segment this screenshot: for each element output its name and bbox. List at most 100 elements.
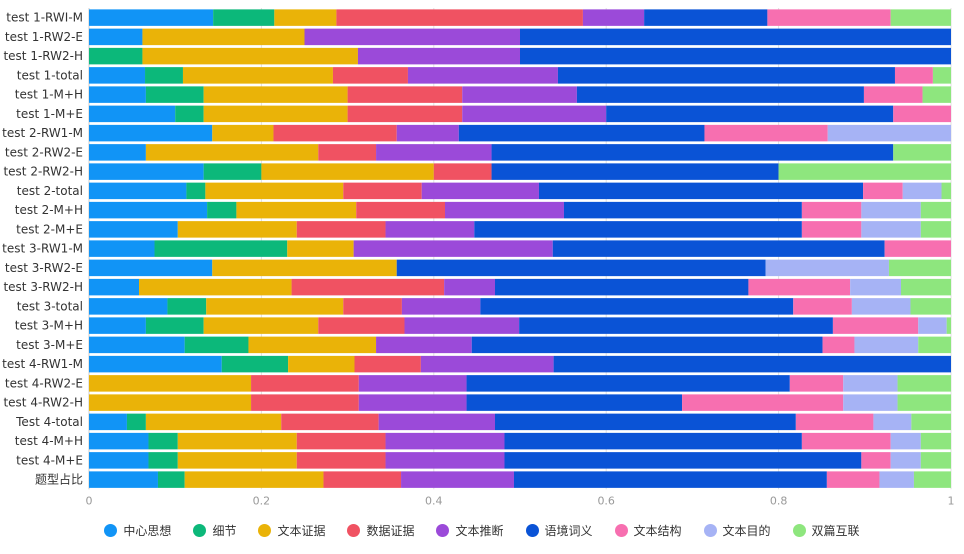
- y-category-label: test 4-M+H: [15, 434, 83, 448]
- bar-segment: [879, 471, 914, 488]
- bar-segment: [901, 278, 951, 296]
- bar-segment: [89, 240, 155, 257]
- bar-segment: [357, 47, 520, 65]
- bar-segment: [922, 86, 951, 103]
- bar-segment: [863, 86, 923, 103]
- x-tick-label: 0: [86, 494, 93, 507]
- legend-item[interactable]: 文本推断: [436, 522, 504, 539]
- bar-segment: [920, 432, 951, 450]
- bar-segment: [851, 298, 911, 315]
- legend-swatch: [193, 524, 207, 537]
- bar-segment: [520, 47, 951, 65]
- bar-segment: [466, 394, 683, 411]
- bar-segment: [89, 86, 146, 103]
- bar-segment: [890, 9, 951, 26]
- bar-segment: [145, 86, 204, 103]
- bar-segment: [89, 182, 187, 200]
- legend-item[interactable]: 文本结构: [614, 522, 682, 539]
- bar-segment: [793, 298, 852, 315]
- legend-swatch: [525, 524, 539, 537]
- bar-segment: [89, 201, 208, 219]
- bar-segment: [897, 375, 951, 392]
- bar-segment: [861, 452, 891, 469]
- bar-segment: [513, 471, 827, 488]
- legend-label: 双篇互联: [811, 524, 860, 538]
- bar-segment: [913, 471, 951, 488]
- bar-segment: [445, 201, 564, 219]
- legend-label: 语境词义: [544, 524, 593, 538]
- y-category-label: test 4-RW2-H: [3, 396, 83, 410]
- legend-item[interactable]: 文本目的: [703, 522, 771, 539]
- bar-segment: [396, 124, 459, 142]
- x-axis-ticks: 0 0.2 0.4 0.6 0.8 1: [86, 494, 955, 507]
- bar-segment: [520, 28, 951, 46]
- bar-segment: [854, 336, 919, 354]
- bar-segment: [318, 144, 377, 161]
- legend-item[interactable]: 中心思想: [104, 522, 171, 539]
- bar-segment: [89, 9, 214, 26]
- legend-swatch: [258, 524, 272, 537]
- bar-segment: [145, 67, 183, 84]
- bar-segment: [145, 317, 204, 334]
- legend-label: 中心思想: [123, 524, 172, 538]
- bar-segment: [827, 124, 951, 142]
- bar-segment: [557, 67, 895, 84]
- bar-segment: [504, 432, 802, 450]
- bar-segment: [748, 278, 851, 296]
- legend-item[interactable]: 细节: [193, 522, 236, 539]
- bar-segment: [354, 355, 421, 373]
- bar-segment: [304, 28, 520, 46]
- bar-segment: [261, 163, 434, 180]
- bar-segment: [538, 182, 864, 200]
- bar-segment: [420, 355, 554, 373]
- bar-segment: [287, 240, 354, 257]
- legend-label: 文本推断: [455, 524, 504, 538]
- bar-segment: [213, 9, 275, 26]
- bar-segment: [148, 432, 178, 450]
- bar-segment: [795, 413, 874, 431]
- y-category-label: test 3-RW1-M: [2, 242, 83, 256]
- bar-segment: [941, 182, 951, 200]
- y-category-label: test 2-total: [17, 184, 83, 198]
- bar-segment: [832, 317, 919, 334]
- bar-segment: [248, 336, 377, 354]
- bar-segment: [444, 278, 496, 296]
- bar-segment: [138, 278, 292, 296]
- bar-segment: [884, 240, 951, 257]
- bar-segment: [154, 240, 288, 257]
- bar-segment: [236, 201, 357, 219]
- bar-segment: [863, 182, 903, 200]
- bar-layer: [89, 9, 951, 488]
- y-category-label: test 3-total: [17, 299, 83, 313]
- y-category-label: test 2-M+H: [15, 203, 83, 217]
- legend-swatch: [792, 524, 806, 537]
- bar-segment: [897, 394, 951, 411]
- bar-segment: [89, 67, 146, 84]
- y-category-label: test 4-RW2-E: [5, 376, 83, 390]
- bar-segment: [421, 182, 539, 200]
- bar-segment: [358, 394, 467, 411]
- legend-swatch: [347, 524, 361, 537]
- legend-label: 文本目的: [722, 524, 771, 538]
- legend-item[interactable]: 数据证据: [347, 522, 414, 539]
- bar-segment: [89, 336, 185, 354]
- bar-segment: [433, 163, 492, 180]
- bar-segment: [504, 452, 862, 469]
- bar-segment: [407, 67, 558, 84]
- bar-segment: [704, 124, 828, 142]
- bar-segment: [920, 221, 951, 238]
- legend-label: 文本结构: [633, 524, 682, 538]
- bar-segment: [920, 201, 951, 219]
- bar-segment: [296, 432, 386, 450]
- bar-segment: [861, 201, 921, 219]
- bar-segment: [495, 278, 749, 296]
- legend-item[interactable]: 文本证据: [258, 522, 325, 539]
- bar-segment: [801, 221, 862, 238]
- y-category-label: test 2-RW2-E: [5, 145, 83, 159]
- bar-segment: [826, 471, 880, 488]
- legend-item[interactable]: 语境词义: [525, 522, 593, 539]
- bar-segment: [177, 221, 297, 238]
- bar-segment: [466, 375, 790, 392]
- y-category-label: test 3-M+E: [16, 338, 83, 352]
- legend-item[interactable]: 双篇互联: [792, 522, 860, 539]
